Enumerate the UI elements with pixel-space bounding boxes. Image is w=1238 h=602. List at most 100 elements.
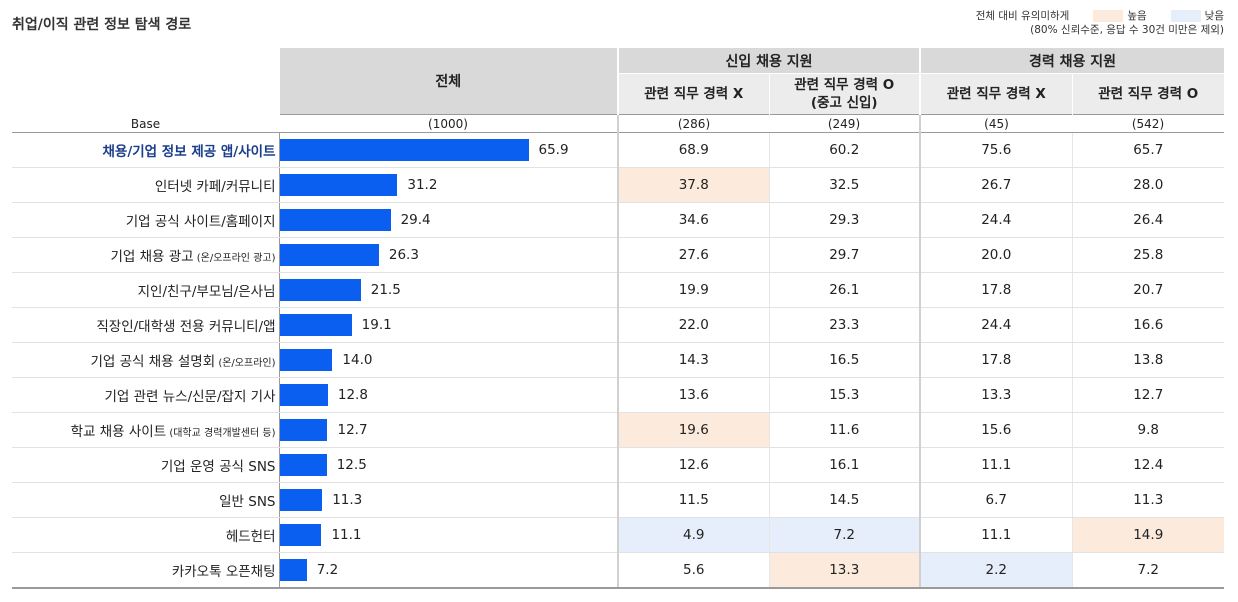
table-row: 인터넷 카페/커뮤니티 31.2 37.8 32.5 26.7 28.0 — [12, 167, 1224, 203]
row-label-text: 일반 SNS — [219, 494, 276, 510]
value-cell: 4.9 — [618, 517, 769, 553]
row-label-text: 인터넷 카페/커뮤니티 — [154, 179, 276, 195]
table-row: 채용/기업 정보 제공 앱/사이트 65.9 68.9 60.2 75.6 65.7 — [12, 132, 1224, 168]
value-cell: 24.4 — [919, 307, 1072, 343]
value-cell: 68.9 — [618, 132, 769, 168]
table-row: 지인/친구/부모님/은사님 21.5 19.9 26.1 17.8 20.7 — [12, 272, 1224, 308]
row-label-text: 기업 채용 광고 — [110, 249, 194, 265]
row-label: 직장인/대학생 전용 커뮤니티/앱 — [12, 307, 280, 343]
legend-note: (80% 신뢰수준, 응답 수 30건 미만은 제외) — [1030, 24, 1224, 36]
bar-cell: 19.1 — [279, 307, 619, 343]
total-bar — [279, 489, 323, 511]
value-cell: 7.2 — [1071, 552, 1224, 589]
bar-cell: 65.9 — [279, 132, 619, 168]
bar-cell: 12.5 — [279, 447, 619, 483]
bar-cell: 11.1 — [279, 517, 619, 553]
header-g2-col2: 관련 직무 경력 O — [1071, 73, 1224, 115]
value-cell: 29.3 — [768, 202, 920, 238]
total-bar — [279, 209, 391, 231]
value-cell: 25.8 — [1071, 237, 1224, 273]
value-cell: 75.6 — [919, 132, 1072, 168]
total-bar-label: 14.0 — [342, 352, 373, 368]
base-row: Base (1000) (286) (249) (45) (542) — [12, 114, 1224, 133]
value-cell: 14.9 — [1071, 517, 1224, 553]
value-cell: 26.4 — [1071, 202, 1224, 238]
header-g1-col2: 관련 직무 경력 O (중고 신입) — [768, 73, 920, 115]
row-label: 일반 SNS — [12, 482, 280, 518]
total-bar-label: 19.1 — [361, 317, 392, 333]
value-cell: 32.5 — [768, 167, 920, 203]
legend-low-label: 낮음 — [1204, 10, 1224, 22]
bar-cell: 11.3 — [279, 482, 619, 518]
table-row: 일반 SNS 11.3 11.5 14.5 6.7 11.3 — [12, 482, 1224, 518]
table-row: 카카오톡 오픈채팅 7.2 5.6 13.3 2.2 7.2 — [12, 552, 1224, 589]
value-cell: 16.5 — [768, 342, 920, 378]
value-cell: 13.8 — [1071, 342, 1224, 378]
value-cell: 29.7 — [768, 237, 920, 273]
bar-cell: 26.3 — [279, 237, 619, 273]
value-cell: 11.3 — [1071, 482, 1224, 518]
value-cell: 12.7 — [1071, 377, 1224, 413]
base-c2: (249) — [769, 114, 920, 133]
value-cell: 16.1 — [768, 447, 920, 483]
value-cell: 13.3 — [768, 552, 920, 589]
total-bar-label: 12.5 — [336, 457, 367, 473]
value-cell: 24.4 — [919, 202, 1072, 238]
total-bar-label: 65.9 — [538, 142, 569, 158]
row-label: 학교 채용 사이트 (대학교 경력개발센터 등) — [12, 412, 280, 448]
value-cell: 22.0 — [618, 307, 769, 343]
row-label: 인터넷 카페/커뮤니티 — [12, 167, 280, 203]
row-label-note: (온/오프라인) — [215, 358, 276, 369]
header-g1-col1: 관련 직무 경력 X — [617, 73, 769, 115]
value-cell: 12.6 — [618, 447, 769, 483]
row-label: 채용/기업 정보 제공 앱/사이트 — [12, 132, 280, 168]
row-label-text: 헤드헌터 — [225, 529, 276, 545]
row-label: 기업 운영 공식 SNS — [12, 447, 280, 483]
header-total: 전체 — [278, 48, 618, 115]
base-c4: (542) — [1072, 114, 1224, 133]
value-cell: 6.7 — [919, 482, 1072, 518]
value-cell: 13.3 — [919, 377, 1072, 413]
table-row: 기업 관련 뉴스/신문/잡지 기사 12.8 13.6 15.3 13.3 12.7 — [12, 377, 1224, 413]
value-cell: 12.4 — [1071, 447, 1224, 483]
row-label: 기업 채용 광고 (온/오프라인 광고) — [12, 237, 280, 273]
row-label-note: (대학교 경력개발센터 등) — [166, 428, 276, 439]
value-cell: 19.6 — [618, 412, 769, 448]
header-g1-col2-line2: (중고 신입) — [810, 95, 878, 111]
header-group-new-hire: 신입 채용 지원 — [617, 48, 920, 74]
legend: 전체 대비 유의미하게 높음 낮음 (80% 신뢰수준, 응답 수 30건 미만… — [976, 8, 1224, 38]
bar-cell: 14.0 — [279, 342, 619, 378]
value-cell: 7.2 — [768, 517, 920, 553]
value-cell: 60.2 — [768, 132, 920, 168]
table-row: 직장인/대학생 전용 커뮤니티/앱 19.1 22.0 23.3 24.4 16.6 — [12, 307, 1224, 343]
value-cell: 11.1 — [919, 447, 1072, 483]
table-row: 학교 채용 사이트 (대학교 경력개발센터 등) 12.7 19.6 11.6 15.6… — [12, 412, 1224, 448]
row-label: 지인/친구/부모님/은사님 — [12, 272, 280, 308]
bar-cell: 12.7 — [279, 412, 619, 448]
value-cell: 16.6 — [1071, 307, 1224, 343]
bar-cell: 7.2 — [279, 552, 619, 589]
value-cell: 2.2 — [919, 552, 1072, 589]
total-bar — [279, 314, 352, 336]
total-bar-label: 29.4 — [400, 212, 431, 228]
table-row: 기업 운영 공식 SNS 12.5 12.6 16.1 11.1 12.4 — [12, 447, 1224, 483]
total-bar — [279, 349, 333, 371]
value-cell: 15.6 — [919, 412, 1072, 448]
value-cell: 14.5 — [768, 482, 920, 518]
total-bar-label: 11.1 — [331, 527, 362, 543]
total-bar — [279, 174, 398, 196]
table-row: 기업 공식 사이트/홈페이지 29.4 34.6 29.3 24.4 26.4 — [12, 202, 1224, 238]
row-label: 기업 공식 사이트/홈페이지 — [12, 202, 280, 238]
value-cell: 5.6 — [618, 552, 769, 589]
header-group-experienced: 경력 채용 지원 — [919, 48, 1224, 74]
legend-label: 전체 대비 유의미하게 — [975, 10, 1070, 22]
total-bar-label: 21.5 — [370, 282, 401, 298]
row-label-text: 학교 채용 사이트 — [70, 424, 167, 440]
row-label-text: 카카오톡 오픈채팅 — [171, 564, 276, 580]
base-c1: (286) — [618, 114, 769, 133]
legend-low-swatch — [1170, 10, 1201, 22]
row-label: 카카오톡 오픈채팅 — [12, 552, 280, 589]
bar-cell: 21.5 — [279, 272, 619, 308]
row-label: 기업 관련 뉴스/신문/잡지 기사 — [12, 377, 280, 413]
base-label: Base — [12, 114, 279, 133]
